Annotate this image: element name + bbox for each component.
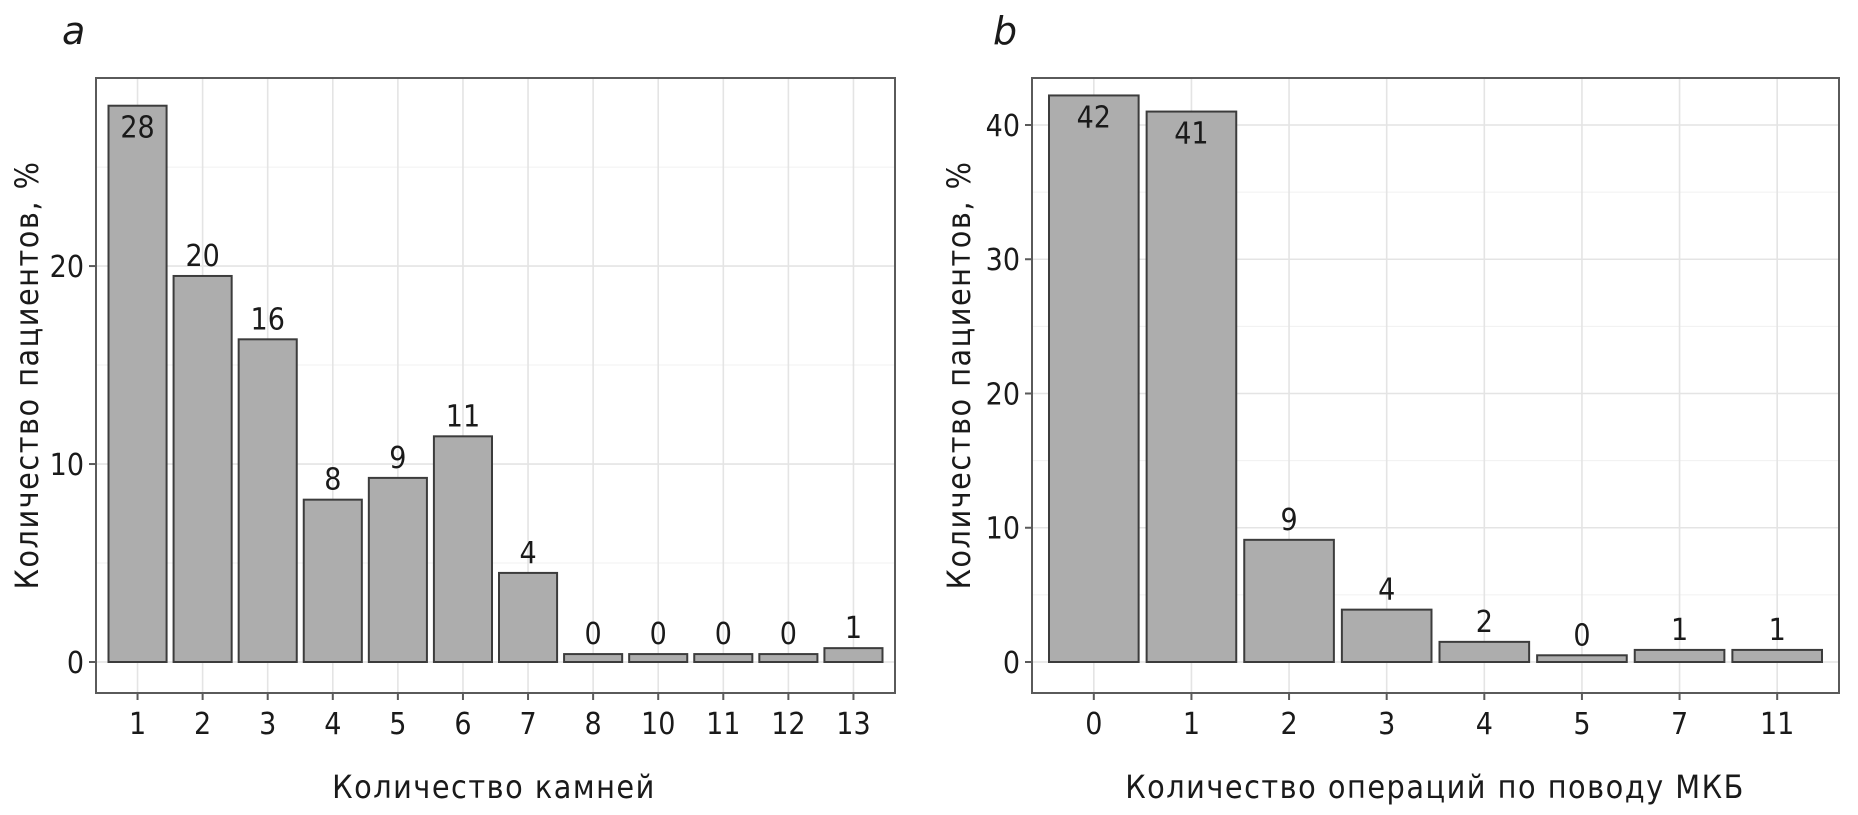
data-label-a-3: 16	[251, 302, 285, 337]
data-label-b-5: 0	[1573, 618, 1590, 653]
y-tick-label: 0	[1003, 646, 1020, 681]
x-tick-label: 1	[1183, 707, 1200, 742]
bar-a-12	[758, 653, 819, 664]
panel-a-y-axis: 0 10 20	[50, 250, 96, 681]
bar-a-8	[563, 653, 624, 664]
x-tick-label: 2	[1280, 707, 1297, 742]
bar-a-3	[237, 338, 298, 663]
bar-a-2	[172, 274, 233, 663]
y-tick-label: 0	[67, 646, 84, 681]
bar-b-11	[1731, 648, 1823, 663]
bar-b-3	[1340, 608, 1433, 663]
data-label-a-13: 1	[845, 611, 862, 646]
x-tick-label: 11	[706, 707, 740, 742]
panel-b-letter: b	[993, 9, 1017, 53]
data-label-b-7: 1	[1671, 613, 1688, 648]
y-tick-label: 20	[50, 250, 84, 285]
bar-a-5	[367, 476, 428, 664]
data-label-a-7: 4	[519, 536, 536, 571]
data-label-b-3: 4	[1378, 573, 1395, 608]
bar-b-1	[1145, 110, 1238, 663]
bar-b-5	[1536, 654, 1628, 663]
x-tick-label: 12	[771, 707, 805, 742]
x-tick-label: 7	[519, 707, 536, 742]
x-tick-label: 7	[1671, 707, 1688, 742]
data-label-a-10: 0	[650, 617, 667, 652]
panel-a-letter: a	[62, 9, 85, 53]
y-tick-label: 10	[50, 448, 84, 483]
bar-a-1	[107, 104, 168, 663]
x-tick-label: 13	[836, 707, 870, 742]
bar-b-7	[1633, 648, 1726, 663]
data-label-b-11: 1	[1769, 613, 1786, 648]
bar-b-2	[1243, 538, 1335, 664]
x-tick-label: 11	[1760, 707, 1794, 742]
x-tick-label: 1	[129, 707, 146, 742]
data-label-a-12: 0	[780, 617, 797, 652]
bar-a-11	[693, 653, 754, 664]
data-label-b-4: 2	[1476, 605, 1493, 640]
x-tick-label: 10	[641, 707, 675, 742]
x-tick-label: 6	[454, 707, 471, 742]
data-label-a-6: 11	[446, 399, 480, 434]
data-label-a-8: 0	[585, 617, 602, 652]
panel-a-bars	[107, 104, 884, 664]
x-tick-label: 5	[1573, 707, 1590, 742]
y-tick-label: 30	[986, 243, 1020, 278]
panel-a-x-axis: 1 2 3 4 5 6 7 8 10 11 12 13	[129, 693, 871, 742]
x-tick-label: 5	[389, 707, 406, 742]
x-tick-label: 4	[1476, 707, 1493, 742]
x-tick-label: 2	[194, 707, 211, 742]
panel-a-plot-frame	[95, 77, 896, 694]
x-tick-label: 8	[585, 707, 602, 742]
data-label-b-2: 9	[1280, 503, 1297, 538]
data-label-a-4: 8	[324, 463, 341, 498]
bar-a-7	[498, 571, 559, 664]
panel-a-y-axis-title: Количество пациентов, %	[8, 161, 46, 590]
x-tick-label: 0	[1085, 707, 1102, 742]
bar-a-4	[302, 498, 363, 663]
x-tick-label: 3	[1378, 707, 1395, 742]
x-tick-label: 4	[324, 707, 341, 742]
panel-a-x-axis-title: Количество камней	[332, 768, 656, 806]
x-tick-label: 3	[259, 707, 276, 742]
panel-b-plot-frame	[1031, 77, 1840, 694]
panel-b-x-axis: 0 1 2 3 4 5 7 11	[1085, 693, 1794, 742]
data-label-a-11: 0	[715, 617, 732, 652]
data-label-a-1: 28	[120, 111, 154, 146]
panel-b-bars	[1048, 94, 1823, 664]
y-tick-label: 40	[986, 109, 1020, 144]
panel-b-y-axis-title: Количество пациентов, %	[940, 161, 978, 590]
data-label-a-2: 20	[185, 239, 219, 274]
bar-b-4	[1438, 640, 1531, 663]
bar-a-6	[432, 435, 493, 663]
data-label-b-1: 41	[1174, 117, 1208, 152]
data-label-b-0: 42	[1077, 100, 1111, 135]
bar-a-10	[628, 653, 689, 664]
y-tick-label: 10	[986, 512, 1020, 547]
data-label-a-5: 9	[389, 441, 406, 476]
panel-b-x-axis-title: Количество операций по поводу МКБ	[1125, 768, 1745, 806]
panel-a-data-labels: 28 20 16 8 9 11 4 0 0 0 0 1	[120, 111, 862, 652]
bar-a-13	[823, 647, 884, 664]
bar-b-0	[1048, 94, 1140, 663]
panel-b-y-axis: 0 10 20 30 40	[986, 109, 1032, 681]
y-tick-label: 20	[986, 377, 1020, 412]
